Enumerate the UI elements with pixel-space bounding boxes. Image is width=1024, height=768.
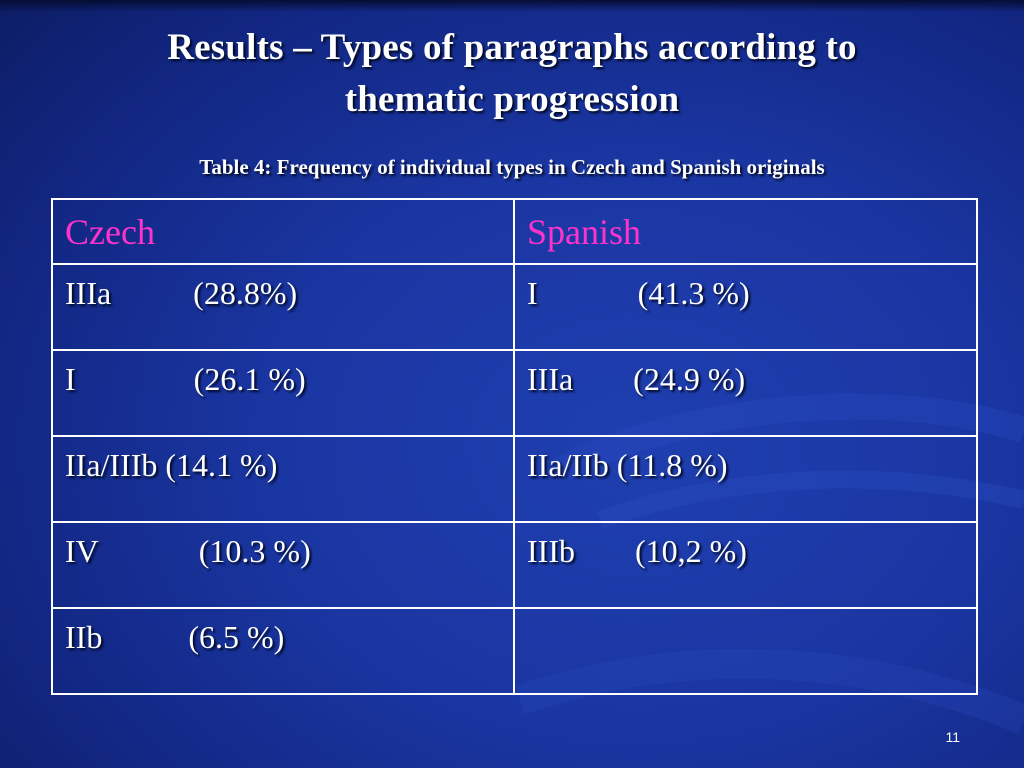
spanish-type: IIIb xyxy=(527,533,575,569)
spanish-cell: IIIb (10,2 %) xyxy=(513,521,978,609)
czech-percent: (26.1 %) xyxy=(193,361,306,397)
table-caption: Table 4: Frequency of individual types i… xyxy=(199,155,825,179)
table-header-row: Czech Spanish xyxy=(51,198,978,265)
czech-percent: (14.1 %) xyxy=(165,447,278,483)
slide-title: Results – Types of paragraphs according … xyxy=(40,22,984,126)
table-row: IIa/IIIb (14.1 %) IIa/IIb (11.8 %) xyxy=(51,435,978,523)
czech-cell: IIb (6.5 %) xyxy=(51,607,515,695)
spanish-cell: IIa/IIb (11.8 %) xyxy=(513,435,978,523)
frequency-table: Czech Spanish IIIa (28.8%) I (41.3 %) I (26… xyxy=(51,198,978,695)
top-band xyxy=(0,0,1024,12)
spanish-percent: (10,2 %) xyxy=(634,533,747,569)
table-row: I (26.1 %) IIIa (24.9 %) xyxy=(51,349,978,437)
czech-cell: IV (10.3 %) xyxy=(51,521,515,609)
title-line-2: thematic progression xyxy=(344,79,680,120)
page-number: 11 xyxy=(945,729,960,745)
czech-cell: IIIa (28.8%) xyxy=(51,263,515,351)
spanish-type: I xyxy=(527,275,538,311)
czech-percent: (10.3 %) xyxy=(198,533,311,569)
title-line-1: Results – Types of paragraphs according … xyxy=(167,27,857,68)
spanish-percent: (41.3 %) xyxy=(637,275,750,311)
spanish-type: IIa/IIb xyxy=(527,447,609,483)
spanish-percent: (11.8 %) xyxy=(616,447,728,483)
czech-type: IV xyxy=(65,533,99,569)
czech-cell: I (26.1 %) xyxy=(51,349,515,437)
spanish-percent: (24.9 %) xyxy=(633,361,746,397)
spanish-type: IIIa xyxy=(527,361,574,397)
header-spanish: Spanish xyxy=(513,198,978,265)
czech-type: IIa/IIIb xyxy=(65,447,158,483)
table-row: IIIa (28.8%) I (41.3 %) xyxy=(51,263,978,351)
spanish-cell-empty xyxy=(513,607,978,695)
header-czech: Czech xyxy=(51,198,515,265)
czech-type: I xyxy=(65,361,76,397)
czech-cell: IIa/IIIb (14.1 %) xyxy=(51,435,515,523)
czech-type: IIIa xyxy=(65,275,112,311)
czech-type: IIb xyxy=(65,619,103,655)
table-row: IV (10.3 %) IIIb (10,2 %) xyxy=(51,521,978,609)
czech-percent: (28.8%) xyxy=(193,275,298,311)
czech-percent: (6.5 %) xyxy=(188,619,285,655)
spanish-cell: IIIa (24.9 %) xyxy=(513,349,978,437)
spanish-cell: I (41.3 %) xyxy=(513,263,978,351)
table-row: IIb (6.5 %) xyxy=(51,607,978,695)
